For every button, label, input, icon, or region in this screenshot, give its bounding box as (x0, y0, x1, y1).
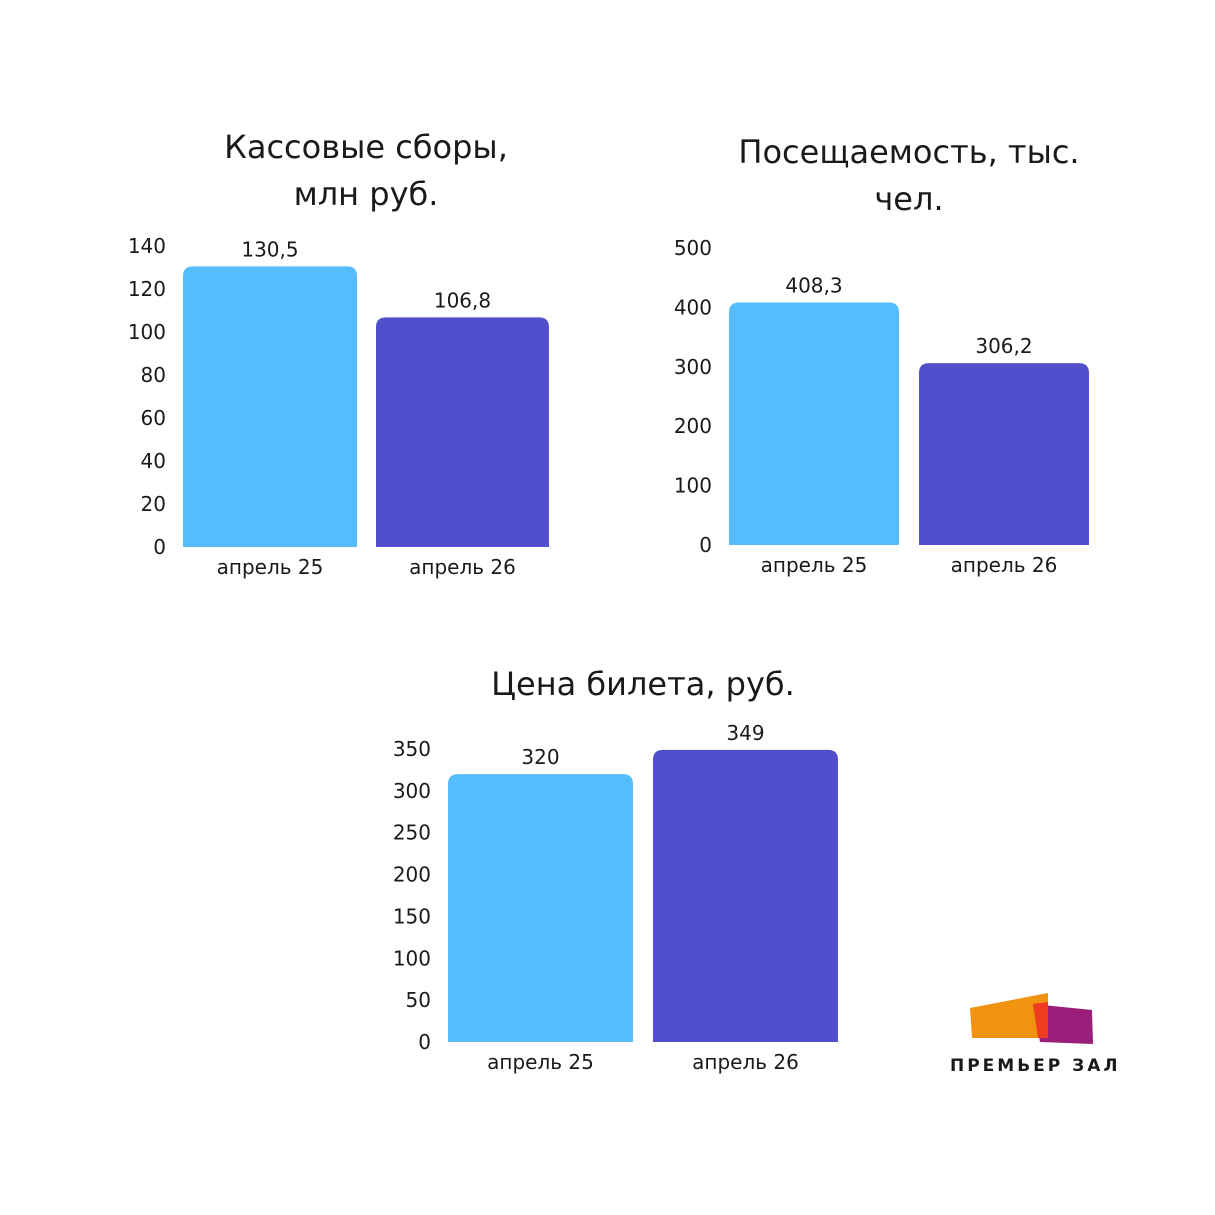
y-tick-label: 100 (128, 320, 166, 344)
bar (448, 774, 633, 1042)
x-category-label: апрель 26 (692, 1050, 799, 1074)
y-tick-label: 300 (393, 779, 431, 803)
y-tick-label: 400 (674, 295, 712, 319)
bar (653, 749, 838, 1042)
x-category-label: апрель 25 (217, 555, 324, 579)
y-tick-label: 350 (393, 737, 431, 761)
y-tick-label: 300 (674, 355, 712, 379)
y-tick-label: 0 (418, 1030, 431, 1054)
y-tick-label: 500 (674, 236, 712, 260)
y-tick-label: 20 (141, 492, 166, 516)
chart-title-ticket-price: Цена билета, руб. (491, 665, 795, 703)
y-tick-label: 200 (674, 414, 712, 438)
bar-value-label: 320 (521, 745, 559, 769)
chart-title-attendance: Посещаемость, тыс. чел. (738, 133, 1080, 218)
premier-zal-logo: ПРЕМЬЕР ЗАЛ (950, 988, 1120, 1083)
y-tick-label: 100 (393, 946, 431, 970)
logo-mark-icon (970, 993, 1093, 1044)
y-tick-label: 100 (674, 474, 712, 498)
y-tick-label: 40 (141, 449, 166, 473)
bar (919, 363, 1089, 545)
y-tick-label: 0 (699, 533, 712, 557)
x-category-label: апрель 26 (951, 553, 1058, 577)
y-tick-label: 140 (128, 234, 166, 258)
chart-title-box-office: Кассовые сборы, млн руб. (224, 128, 508, 213)
bar-value-label: 349 (726, 721, 764, 745)
bar-value-label: 130,5 (241, 237, 298, 261)
y-tick-label: 80 (141, 363, 166, 387)
y-tick-label: 60 (141, 406, 166, 430)
y-tick-label: 50 (406, 988, 431, 1012)
bar (183, 266, 357, 547)
y-tick-label: 150 (393, 904, 431, 928)
x-category-label: апрель 25 (761, 553, 868, 577)
y-tick-label: 250 (393, 821, 431, 845)
bar (376, 317, 549, 547)
y-tick-label: 0 (153, 535, 166, 559)
y-tick-label: 200 (393, 863, 431, 887)
logo-text: ПРЕМЬЕР ЗАЛ (950, 1056, 1121, 1076)
bar-value-label: 408,3 (785, 273, 842, 297)
bar-value-label: 306,2 (975, 334, 1032, 358)
bar-value-label: 106,8 (434, 288, 491, 312)
x-category-label: апрель 25 (487, 1050, 594, 1074)
bar (729, 302, 899, 545)
y-tick-label: 120 (128, 277, 166, 301)
x-category-label: апрель 26 (409, 555, 516, 579)
